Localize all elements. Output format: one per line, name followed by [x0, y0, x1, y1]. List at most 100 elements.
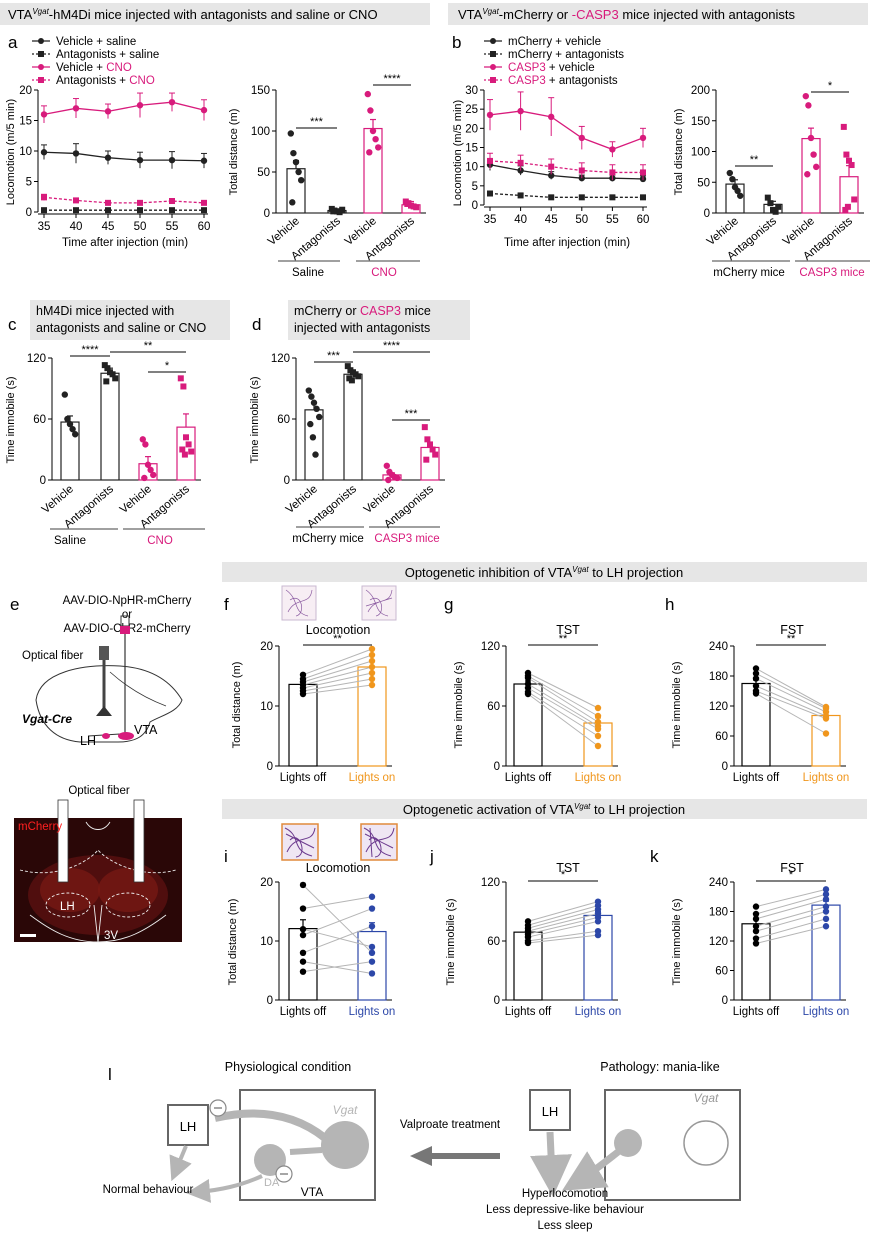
a-bar-point: [413, 204, 420, 211]
b-line-y-tick-label: 15: [465, 143, 478, 155]
k-x-label: Lights on: [803, 1006, 850, 1018]
i-pair-line: [302, 961, 373, 973]
banner-top-left-text: VTAVgat-hM4Di mice injected with antagon…: [8, 7, 378, 22]
e-vta-marker: [118, 732, 134, 740]
panel-letter-l: l: [108, 1065, 112, 1084]
c-bar-point: [64, 415, 71, 423]
l-vgat-to-lh: [214, 1109, 328, 1142]
k-y-tick-label: 120: [709, 936, 728, 948]
f-y-tick-label: 0: [267, 761, 273, 773]
a-bar-sig-label: ****: [383, 73, 401, 85]
i-point-off: [299, 949, 307, 956]
g-y-tick-label: 0: [494, 761, 500, 773]
a-line-series-4-point: [41, 194, 47, 201]
h-point-on: [822, 715, 830, 722]
l-lh-arrow-2: [530, 1131, 573, 1197]
d-bar-point: [385, 476, 392, 484]
a-line-y-tick-label: 5: [26, 177, 32, 189]
a-line-series-3-point: [136, 102, 144, 109]
i-point-off: [299, 926, 307, 933]
banner-d-line2: injected with antagonists: [294, 321, 430, 335]
b-bar-point: [840, 123, 847, 130]
b-line-series-3-point: [548, 113, 555, 121]
c-bar-sig-label: **: [144, 340, 153, 352]
c-bar-bar-2: [100, 372, 120, 481]
j-point-off: [524, 939, 532, 947]
b-line-series-3-point: [639, 134, 647, 142]
c-bar-point: [109, 371, 116, 378]
d-bar-x-label: Vehicle: [362, 483, 398, 516]
i-point-off: [299, 881, 307, 889]
a-bar-x-label: Vehicle: [343, 215, 379, 248]
legend-b-item-2: mCherry + antagonists: [508, 49, 624, 61]
d-bar-point: [427, 441, 433, 448]
j-ylabel: Time immobile (s): [445, 899, 457, 986]
b-bar-point: [805, 102, 812, 109]
a-line-x-tick-label: 55: [166, 221, 179, 233]
l-lh-box: [167, 1104, 209, 1146]
j-x-label: Lights on: [575, 1006, 622, 1018]
i-point-on: [368, 958, 376, 965]
h-pair-line: [755, 690, 827, 719]
d-bar-sig-label: ***: [327, 350, 341, 362]
legend-a-item-2: Antagonists + saline: [56, 49, 159, 61]
panel-letter-j: j: [429, 847, 434, 866]
a-line-x-tick-label: 60: [198, 221, 211, 233]
k-point-on: [822, 915, 830, 923]
i-pair-line: [302, 925, 373, 954]
h-point-off: [752, 675, 760, 682]
k-sig-label: *: [789, 869, 794, 881]
k-point-on: [822, 896, 830, 903]
a-line-series-3-point: [168, 99, 176, 106]
panel-letter-k: k: [650, 847, 659, 866]
i-point-on: [368, 949, 376, 956]
i-point-on: [368, 923, 376, 930]
panel-l-model: Physiological condition Pathology: mania…: [103, 1060, 741, 1232]
f-pair-line: [302, 672, 373, 689]
a-line-series-4-point: [169, 198, 175, 205]
e-scale-bar: [20, 934, 36, 937]
panel-letter-b: b: [452, 33, 461, 52]
b-bar-point: [807, 134, 815, 142]
a-line-series-2-point: [73, 207, 79, 214]
k-pair-line: [755, 888, 827, 908]
legend-b-item-4: CASP3 + antagonists: [508, 75, 618, 87]
panel-e-schematic: AAV-DIO-NpHR-mCherry or AAV-DIO-ChR2-mCh…: [22, 595, 192, 748]
b-line-series-3-point: [517, 107, 524, 115]
d-bar-point: [383, 462, 390, 469]
banner-top-right: [448, 3, 868, 25]
b-line-series-1-line: [489, 164, 644, 180]
f-ylabel: Total distance (m): [231, 662, 243, 749]
d-bar-sig-label: ***: [405, 408, 419, 420]
c-bar-point: [183, 434, 189, 441]
f-point-on: [368, 645, 376, 653]
b-line-series-3-point: [609, 146, 616, 153]
f-point-on: [368, 669, 376, 677]
g-point-on: [594, 742, 602, 750]
c-bar-point: [185, 441, 192, 448]
e-lh-label: LH: [80, 734, 96, 748]
b-bar-ylabel: Total distance (m): [673, 109, 685, 196]
b-line-y-tick-label: 25: [465, 104, 478, 116]
banner-c-line1: hM4Di mice injected with: [36, 304, 174, 318]
i-bar-2: [357, 930, 387, 1001]
g-pair-line: [527, 672, 599, 709]
i-point-off: [299, 958, 307, 965]
i-point-off: [299, 931, 307, 939]
h-point-off: [752, 670, 760, 677]
k-pair-line: [755, 925, 827, 944]
l-da-arrow-2: [561, 1149, 621, 1191]
c-bar-x-label: Vehicle: [40, 483, 76, 516]
b-bar-point: [842, 206, 849, 213]
k-point-off: [752, 910, 760, 918]
banner-opto-activation-text: Optogenetic activation of VTAVgat to LH …: [403, 802, 685, 817]
a-bar-point: [292, 158, 300, 166]
d-bar-point: [309, 434, 317, 441]
b-line-ylabel: Locomotion (m/5 min): [452, 100, 464, 206]
banner-d: [288, 300, 470, 340]
f-pair-line: [302, 654, 373, 680]
g-point-on: [594, 704, 602, 712]
j-pair-line: [527, 934, 599, 944]
g-pair-line: [527, 675, 599, 717]
